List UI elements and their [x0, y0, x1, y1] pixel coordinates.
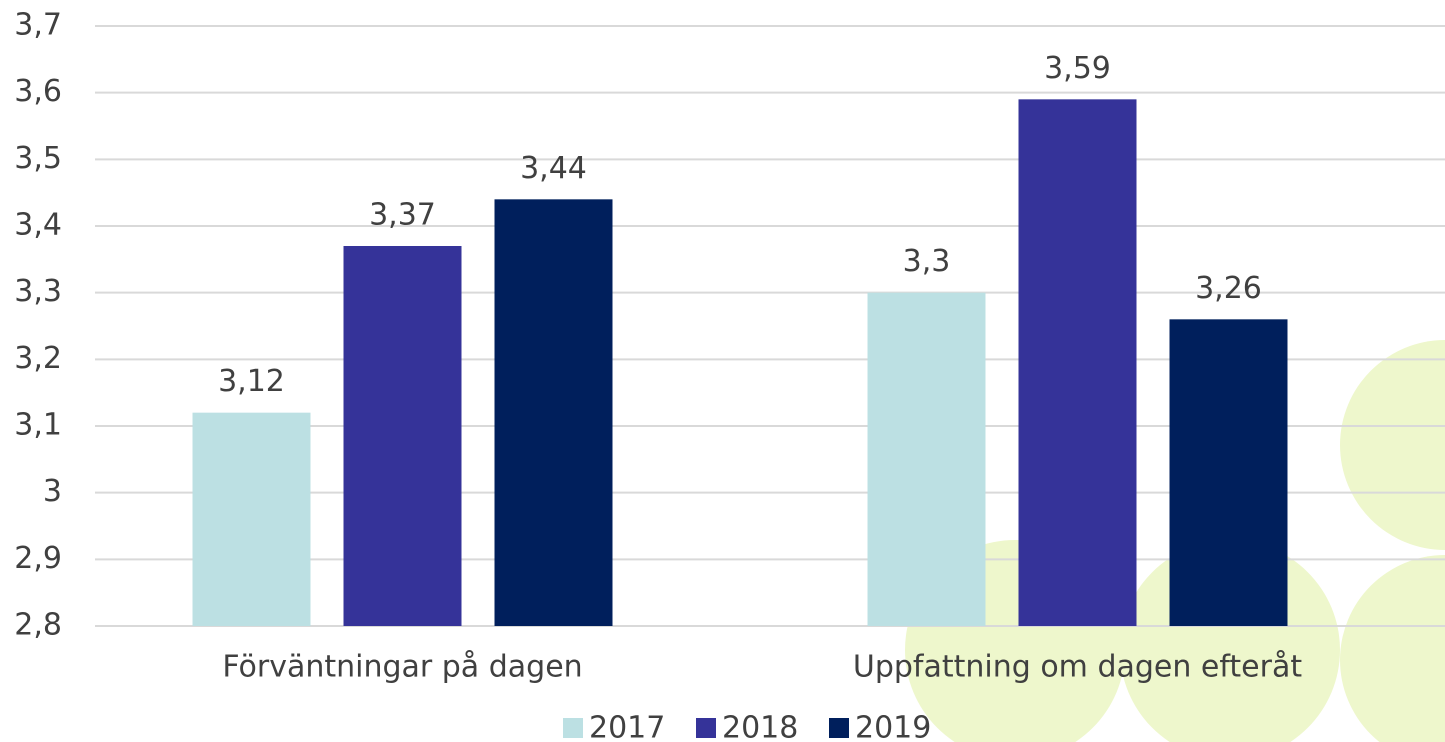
x-tick-label: Uppfattning om dagen efteråt: [853, 650, 1302, 685]
legend-label: 2017: [589, 711, 665, 742]
bar: [1018, 99, 1137, 627]
x-tick-label: Förväntningar på dagen: [222, 650, 582, 685]
y-tick-label: 3,7: [14, 8, 62, 43]
bar: [1169, 319, 1288, 626]
data-label: 3,59: [1044, 51, 1111, 86]
legend-swatch: [829, 718, 849, 738]
y-tick-label: 2,8: [14, 608, 62, 643]
data-label: 3,3: [903, 244, 951, 279]
bar: [867, 292, 986, 626]
y-tick-label: 3,5: [14, 141, 62, 176]
bar: [494, 199, 613, 627]
y-tick-label: 3,2: [14, 341, 62, 376]
y-tick-label: 3: [43, 474, 62, 509]
y-tick-label: 3,4: [14, 208, 62, 243]
bar: [343, 246, 462, 626]
bar: [192, 412, 311, 626]
data-label: 3,44: [520, 151, 587, 186]
legend-label: 2019: [855, 711, 931, 742]
data-label: 3,26: [1195, 271, 1262, 306]
y-tick-label: 3,6: [14, 74, 62, 109]
data-label: 3,37: [369, 198, 436, 233]
legend-label: 2018: [722, 711, 798, 742]
y-tick-label: 3,1: [14, 408, 62, 443]
data-label: 3,12: [218, 364, 285, 399]
y-tick-label: 3,3: [14, 274, 62, 309]
legend-swatch: [696, 718, 716, 738]
y-tick-label: 2,9: [14, 541, 62, 576]
legend-swatch: [563, 718, 583, 738]
